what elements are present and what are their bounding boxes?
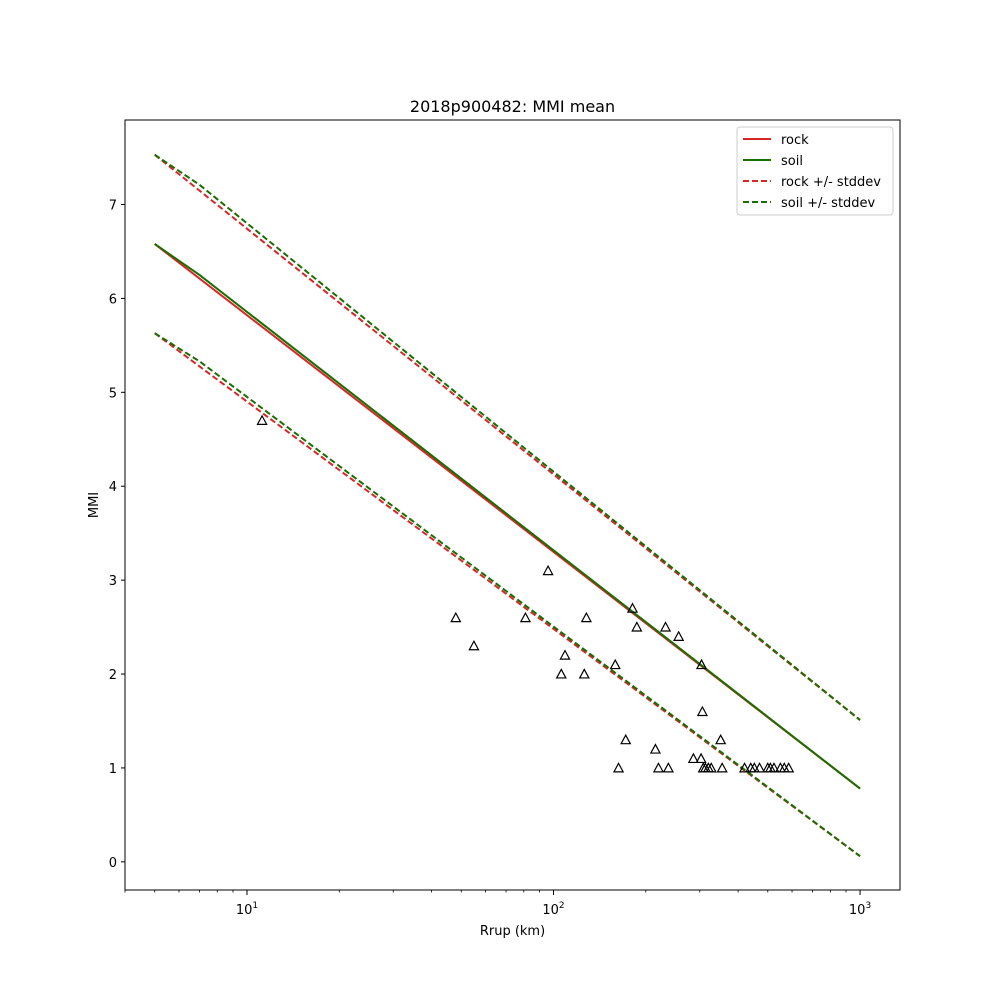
- observation-point: [468, 639, 480, 651]
- observation-point: [555, 668, 567, 679]
- chart-title: 2018p900482: MMI mean: [410, 97, 615, 116]
- observation-point: [580, 611, 592, 623]
- plot-frame: [124, 119, 901, 891]
- y-tick-label: 5: [109, 386, 117, 401]
- legend-label: soil: [781, 154, 803, 169]
- x-tick-label-base: 10: [849, 903, 866, 918]
- observation-point: [716, 762, 728, 773]
- observation-point: [612, 762, 625, 773]
- observation-point: [695, 658, 708, 670]
- y-tick-label: 2: [109, 668, 117, 683]
- observation-point: [659, 621, 672, 632]
- observation-point: [662, 762, 674, 773]
- series-line-rock-stddev-upper: [154, 153, 861, 721]
- observation-point: [783, 762, 795, 773]
- x-tick-label-base: 10: [542, 903, 559, 918]
- y-tick-label: 7: [109, 199, 117, 214]
- observation-point: [256, 414, 268, 425]
- observation-point: [738, 762, 751, 773]
- observation-point: [652, 762, 665, 773]
- series-line-soil: [154, 243, 861, 790]
- y-tick-label: 3: [109, 574, 117, 589]
- observation-point: [626, 602, 639, 613]
- x-tick-label-exponent: 3: [865, 901, 871, 911]
- x-tick-label-exponent: 2: [559, 901, 565, 911]
- observation-point: [695, 752, 707, 764]
- plot-layer: [154, 153, 861, 858]
- observation-point: [450, 611, 462, 623]
- x-tick-label: 103: [849, 901, 871, 918]
- observation-point: [609, 658, 621, 670]
- observation-point: [705, 762, 717, 773]
- legend-box: [736, 126, 894, 216]
- observation-point: [620, 733, 632, 745]
- legend-label: rock: [781, 133, 809, 148]
- observation-point: [673, 630, 685, 641]
- y-tick-label: 1: [109, 762, 117, 777]
- observation-point: [649, 743, 662, 754]
- observation-point: [578, 668, 590, 679]
- x-tick-label-exponent: 1: [252, 901, 258, 911]
- y-tick-label: 0: [109, 856, 117, 871]
- observation-point: [519, 611, 532, 623]
- observation-point: [768, 762, 780, 773]
- legend: rock soil rock +/- stddev soil +/- stddev: [736, 126, 894, 216]
- x-tick-label: 101: [236, 901, 258, 918]
- observation-point: [753, 762, 766, 773]
- observation-point: [687, 752, 700, 764]
- y-axis-label: MMI: [87, 492, 102, 518]
- x-tick-label: 102: [542, 901, 564, 918]
- x-tick-label-base: 10: [236, 903, 253, 918]
- observation-point: [715, 733, 727, 745]
- observation-point: [696, 705, 709, 717]
- y-tick-label: 4: [109, 480, 117, 495]
- observation-point: [559, 649, 571, 660]
- series-line-soil-stddev-lower: [154, 332, 861, 858]
- y-tick-label: 6: [109, 292, 117, 307]
- x-axis-label: Rrup (km): [480, 924, 545, 939]
- observation-point: [542, 564, 554, 576]
- legend-label: rock +/- stddev: [781, 175, 881, 190]
- observation-point: [631, 621, 643, 632]
- legend-label: soil +/- stddev: [781, 196, 876, 211]
